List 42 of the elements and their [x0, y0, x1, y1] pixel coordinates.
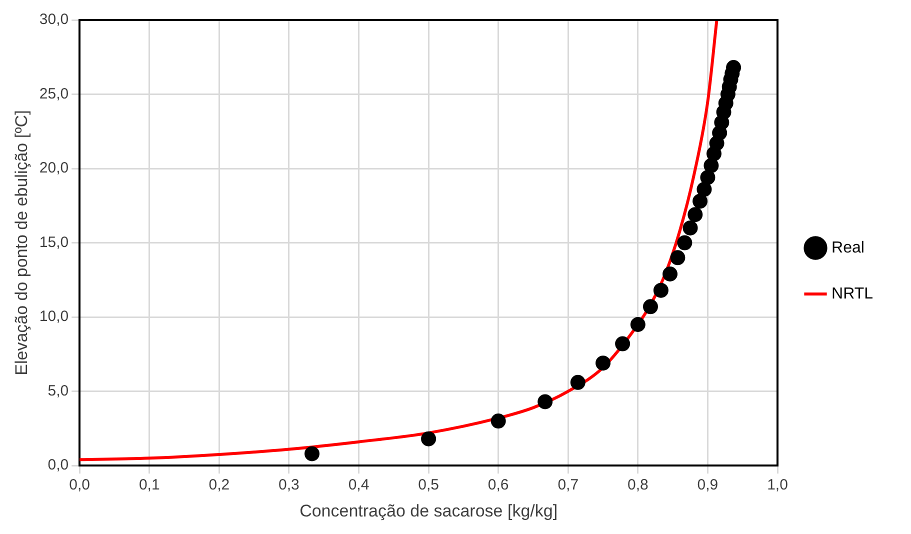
- point: [490, 414, 506, 429]
- point: [682, 220, 698, 236]
- y-tick-label: 10,0: [39, 308, 69, 326]
- legend-label: NRTL: [832, 285, 874, 302]
- x-tick-label: 0,7: [558, 476, 579, 494]
- point: [662, 266, 678, 282]
- x-tick-label: 0,1: [138, 476, 160, 494]
- point: [304, 446, 320, 462]
- point: [653, 282, 668, 298]
- legend-label: Real: [832, 239, 864, 256]
- y-tick-label: 20,0: [39, 160, 69, 177]
- x-tick-label: 0,6: [488, 476, 509, 494]
- y-tick-label: 30,0: [39, 11, 69, 28]
- x-tick-label: 0,2: [208, 476, 230, 494]
- x-tick-label: 0,8: [627, 476, 648, 494]
- point: [538, 394, 553, 410]
- point: [642, 299, 658, 314]
- x-tick-label: 0,5: [418, 476, 439, 494]
- line-series: [80, 20, 718, 462]
- point: [692, 194, 708, 209]
- x-axis-title: Concentração de sacarose [kg/kg]: [300, 501, 558, 520]
- y-tick-label: 15,0: [39, 234, 69, 251]
- point: [630, 316, 646, 332]
- y-tick-label: 25,0: [39, 85, 69, 102]
- point: [596, 356, 611, 371]
- point: [670, 250, 686, 266]
- point: [704, 158, 719, 174]
- point: [696, 182, 712, 197]
- point: [421, 431, 436, 446]
- x-tick-label: 0,9: [697, 476, 718, 494]
- y-tick-label: 0,0: [48, 456, 69, 474]
- point: [700, 170, 716, 185]
- x-tick-label: 0,3: [278, 476, 300, 494]
- x-tick-label: 0,4: [348, 476, 370, 494]
- point: [615, 336, 630, 352]
- point: [677, 235, 692, 250]
- point: [570, 374, 586, 390]
- x-tick-label: 0,0: [69, 476, 90, 494]
- point: [688, 207, 703, 222]
- y-axis-title: Elevação do ponto de ebulição [ºC]: [12, 110, 31, 376]
- y-tick-label: 5,0: [48, 382, 69, 400]
- x-tick-label: 1,0: [767, 476, 788, 494]
